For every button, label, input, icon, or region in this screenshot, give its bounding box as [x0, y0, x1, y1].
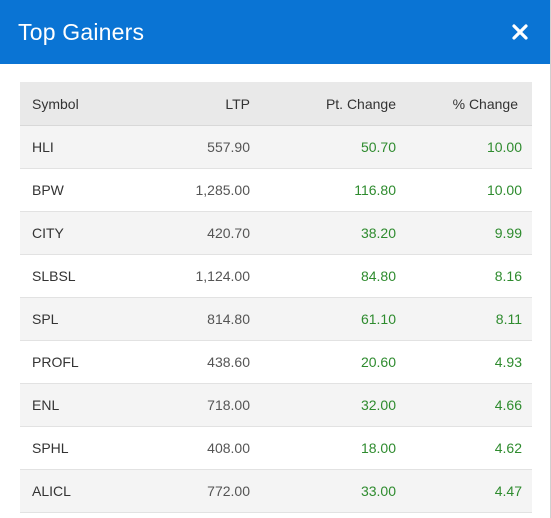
gainers-table-container: Symbol LTP Pt. Change % Change HLI 557.9…: [20, 82, 532, 513]
pct-change-cell: 9.99: [396, 211, 532, 255]
column-header-pt-change[interactable]: Pt. Change: [250, 82, 396, 126]
table-row[interactable]: PROFL 438.60 20.60 4.93: [20, 340, 532, 384]
pct-change-cell: 10.00: [396, 125, 532, 169]
table-row[interactable]: SPL 814.80 61.10 8.11: [20, 297, 532, 341]
ltp-cell: 814.80: [152, 297, 250, 341]
pct-change-cell: 4.93: [396, 340, 532, 384]
symbol-cell[interactable]: ENL: [20, 383, 152, 427]
gainers-table: Symbol LTP Pt. Change % Change HLI 557.9…: [20, 82, 532, 513]
table-row[interactable]: SLBSL 1,124.00 84.80 8.16: [20, 254, 532, 298]
pt-change-cell: 50.70: [250, 125, 396, 169]
ltp-cell: 438.60: [152, 340, 250, 384]
ltp-cell: 557.90: [152, 125, 250, 169]
symbol-cell[interactable]: PROFL: [20, 340, 152, 384]
pct-change-cell: 10.00: [396, 168, 532, 212]
symbol-cell[interactable]: CITY: [20, 211, 152, 255]
symbol-cell[interactable]: HLI: [20, 125, 152, 169]
close-button[interactable]: [508, 20, 532, 44]
pt-change-cell: 116.80: [250, 168, 396, 212]
table-row[interactable]: ENL 718.00 32.00 4.66: [20, 383, 532, 427]
column-header-pct-change[interactable]: % Change: [396, 82, 532, 126]
table-row[interactable]: SPHL 408.00 18.00 4.62: [20, 426, 532, 470]
symbol-cell[interactable]: ALICL: [20, 469, 152, 513]
pct-change-cell: 4.47: [396, 469, 532, 513]
table-row[interactable]: ALICL 772.00 33.00 4.47: [20, 469, 532, 513]
pt-change-cell: 32.00: [250, 383, 396, 427]
ltp-cell: 420.70: [152, 211, 250, 255]
ltp-cell: 718.00: [152, 383, 250, 427]
symbol-cell[interactable]: SLBSL: [20, 254, 152, 298]
pt-change-cell: 33.00: [250, 469, 396, 513]
column-header-symbol[interactable]: Symbol: [20, 82, 152, 126]
column-header-ltp[interactable]: LTP: [152, 82, 250, 126]
ltp-cell: 772.00: [152, 469, 250, 513]
pt-change-cell: 18.00: [250, 426, 396, 470]
pct-change-cell: 8.11: [396, 297, 532, 341]
dialog-header: Top Gainers: [0, 0, 550, 64]
pt-change-cell: 20.60: [250, 340, 396, 384]
close-icon: [512, 24, 528, 40]
pt-change-cell: 61.10: [250, 297, 396, 341]
ltp-cell: 1,285.00: [152, 168, 250, 212]
ltp-cell: 1,124.00: [152, 254, 250, 298]
table-header-row: Symbol LTP Pt. Change % Change: [20, 82, 532, 126]
table-row[interactable]: HLI 557.90 50.70 10.00: [20, 125, 532, 169]
dialog-title: Top Gainers: [18, 18, 145, 45]
symbol-cell[interactable]: SPHL: [20, 426, 152, 470]
pct-change-cell: 4.62: [396, 426, 532, 470]
pt-change-cell: 84.80: [250, 254, 396, 298]
symbol-cell[interactable]: SPL: [20, 297, 152, 341]
table-row[interactable]: CITY 420.70 38.20 9.99: [20, 211, 532, 255]
table-row[interactable]: BPW 1,285.00 116.80 10.00: [20, 168, 532, 212]
symbol-cell[interactable]: BPW: [20, 168, 152, 212]
ltp-cell: 408.00: [152, 426, 250, 470]
pct-change-cell: 4.66: [396, 383, 532, 427]
pct-change-cell: 8.16: [396, 254, 532, 298]
pt-change-cell: 38.20: [250, 211, 396, 255]
